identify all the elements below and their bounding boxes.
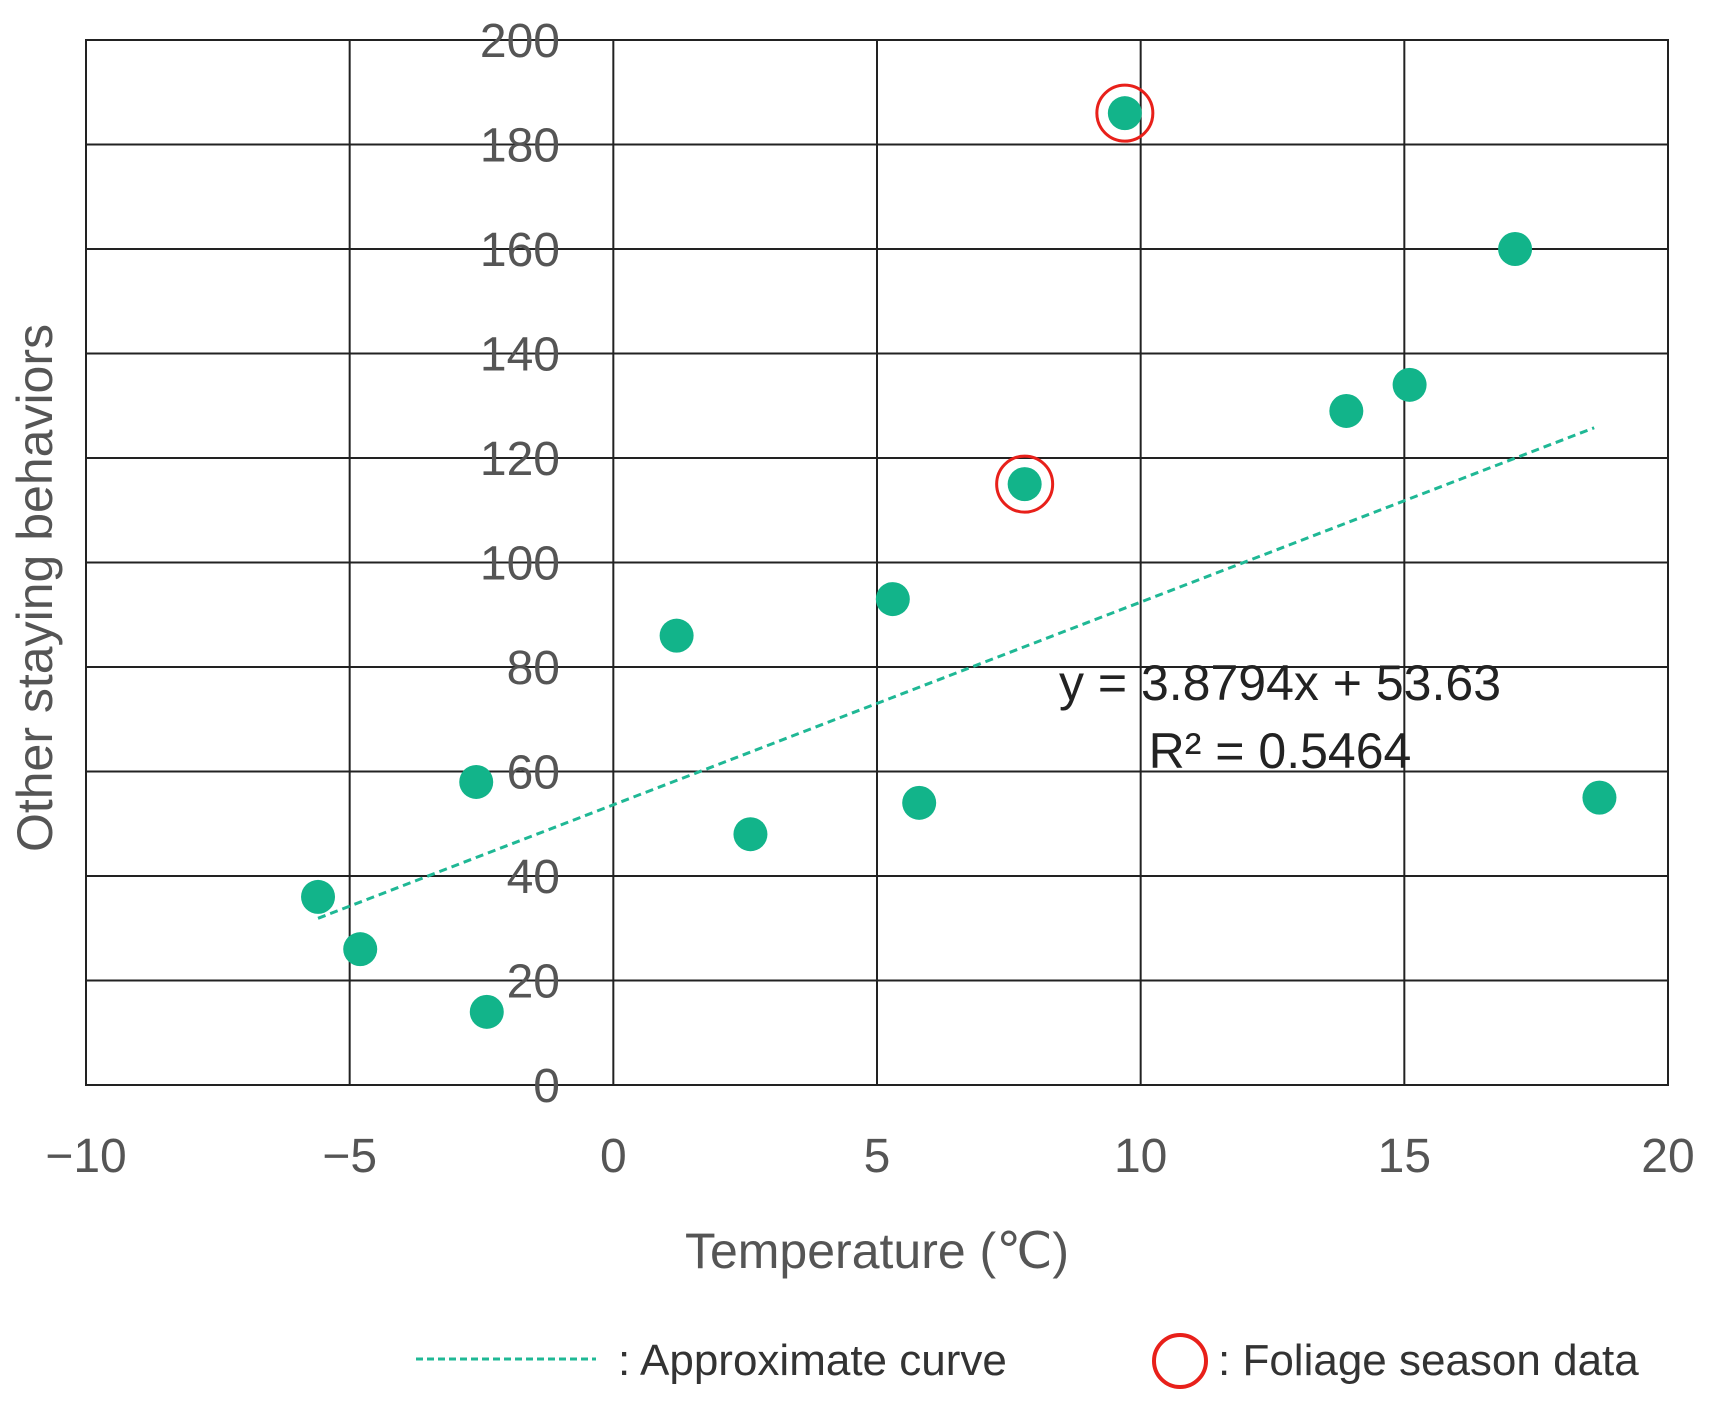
foliage-highlight-ring [995, 454, 1055, 514]
y-tick-label: 100 [480, 538, 560, 591]
x-tick-label: 5 [864, 1130, 891, 1183]
y-tick-labels: 0 20 40 60 80 100 120 140 160 180 200 [480, 15, 560, 1113]
legend-foliage-swatch [1152, 1333, 1208, 1389]
data-point [301, 879, 336, 914]
trend-r-squared: R² = 0.5464 [1149, 723, 1412, 779]
legend-trend-label: : Approximate curve [618, 1336, 1007, 1385]
x-axis-title: Temperature (℃) [685, 1223, 1069, 1279]
data-point [343, 932, 378, 967]
x-tick-label: 0 [600, 1130, 627, 1183]
data-point [875, 582, 910, 617]
data-point [1107, 96, 1142, 131]
legend: : Approximate curve : Foliage season dat… [416, 1333, 1639, 1389]
foliage-highlights [995, 83, 1155, 514]
y-tick-label: 140 [480, 329, 560, 382]
data-point [469, 994, 504, 1029]
data-point [1498, 232, 1533, 266]
y-tick-label: 0 [533, 1060, 560, 1113]
x-tick-label: 15 [1378, 1130, 1431, 1183]
data-point [659, 618, 694, 653]
foliage-highlight-ring [1095, 83, 1155, 143]
x-tick-label: 20 [1641, 1130, 1694, 1183]
y-axis-title: Other staying behaviors [7, 324, 63, 852]
y-tick-label: 160 [480, 224, 560, 277]
x-tick-labels: −10 −5 0 5 10 15 20 [45, 1130, 1694, 1183]
x-tick-label: −10 [45, 1130, 126, 1183]
y-tick-label: 20 [507, 956, 560, 1009]
data-point [1582, 780, 1617, 815]
y-tick-label: 120 [480, 433, 560, 486]
data-point [1329, 393, 1364, 428]
data-points [301, 96, 1617, 1029]
legend-foliage-label: : Foliage season data [1218, 1336, 1639, 1385]
trendline [317, 426, 1595, 920]
y-tick-label: 200 [480, 15, 560, 68]
x-tick-label: 10 [1114, 1130, 1167, 1183]
data-point [733, 817, 768, 852]
trendline-group [317, 426, 1595, 920]
trend-equation: y = 3.8794x + 53.63 [1059, 655, 1501, 711]
data-point [1392, 367, 1427, 402]
data-point [459, 764, 494, 799]
x-tick-label: −5 [322, 1130, 377, 1183]
data-point [902, 785, 937, 820]
y-tick-label: 80 [507, 642, 560, 695]
data-point [1007, 467, 1042, 502]
y-tick-label: 60 [507, 747, 560, 800]
y-tick-label: 180 [480, 120, 560, 173]
y-tick-label: 40 [507, 851, 560, 904]
gridlines [85, 39, 1669, 1086]
